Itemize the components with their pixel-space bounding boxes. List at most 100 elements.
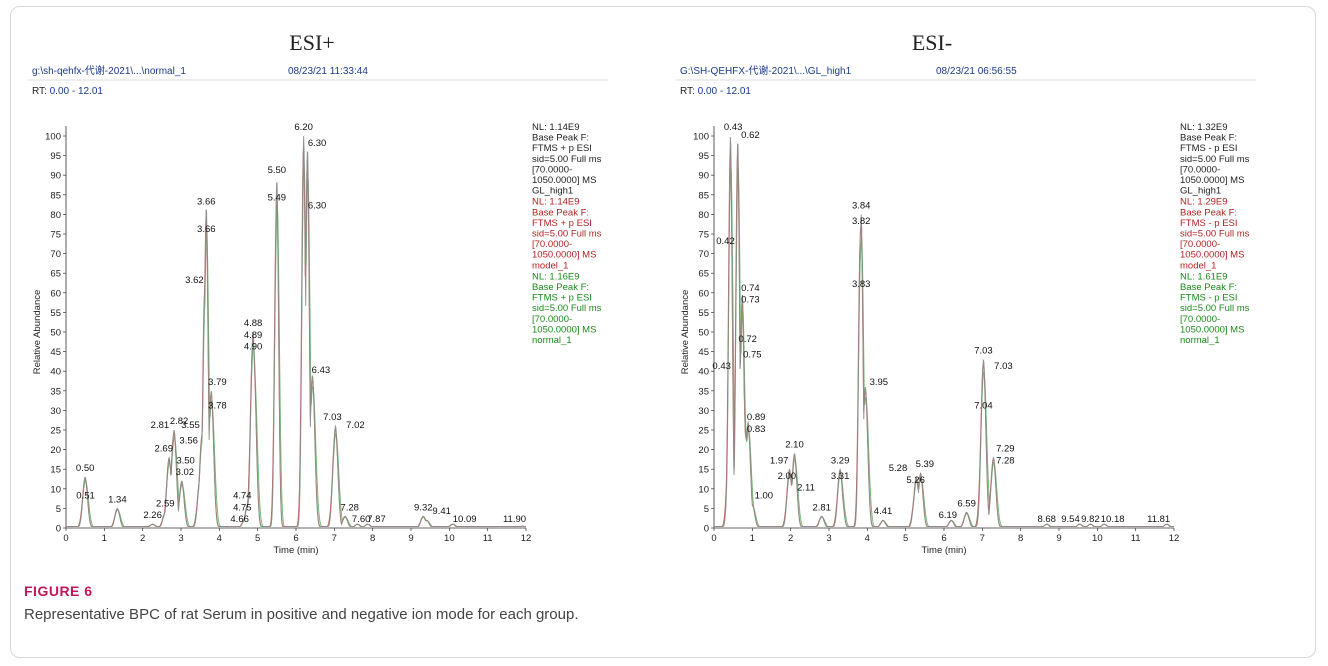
y-tick-label: 20 bbox=[698, 445, 709, 456]
peak-label: 5.26 bbox=[906, 475, 925, 486]
y-tick-label: 85 bbox=[50, 190, 61, 201]
panel-title-esi-pos: ESI+ bbox=[289, 30, 335, 55]
peak-label: 3.29 bbox=[831, 455, 850, 466]
peak-label: 0.73 bbox=[741, 295, 760, 306]
x-tick-label: 4 bbox=[217, 533, 222, 544]
y-tick-label: 75 bbox=[698, 230, 709, 241]
peak-label: 7.29 bbox=[996, 444, 1015, 455]
peak-label: 7.03 bbox=[323, 412, 342, 423]
peak-label: 7.87 bbox=[367, 514, 386, 525]
x-tick-label: 10 bbox=[444, 533, 455, 544]
legend-entry-line: 1050.0000] MS bbox=[1180, 175, 1244, 186]
peak-label: 8.68 bbox=[1037, 514, 1056, 525]
legend-entry-line: Base Peak F: bbox=[532, 282, 589, 293]
peak-label: 6.20 bbox=[294, 122, 313, 133]
peak-label: 0.62 bbox=[741, 130, 760, 141]
legend-entry-line: NL: 1.29E9 bbox=[1180, 197, 1228, 208]
y-tick-label: 55 bbox=[50, 308, 61, 319]
y-tick-label: 20 bbox=[50, 445, 61, 456]
peak-label: 1.00 bbox=[755, 491, 774, 502]
chromatogram-esi-neg: G:\SH-QEHFX-代谢-2021\...\GL_high1 08/23/21… bbox=[676, 64, 1256, 556]
legend-entry-line: normal_1 bbox=[532, 335, 572, 346]
peak-label: 2.00 bbox=[778, 471, 797, 482]
legend-entry-line: FTMS - p ESI bbox=[1180, 293, 1238, 304]
peak-label: 2.26 bbox=[143, 510, 162, 521]
peak-label: 1.97 bbox=[770, 455, 789, 466]
figure-label: FIGURE 6 bbox=[24, 583, 93, 599]
figure-frame bbox=[10, 6, 1316, 658]
legend-entry-line: [70.0000- bbox=[532, 314, 572, 325]
y-tick-label: 60 bbox=[698, 288, 709, 299]
peak-label: 6.59 bbox=[957, 498, 976, 509]
peak-label: 3.02 bbox=[176, 467, 195, 478]
legend-entry-line: [70.0000- bbox=[1180, 314, 1220, 325]
peak-label: 3.84 bbox=[852, 200, 871, 211]
peak-label: 5.49 bbox=[268, 193, 287, 204]
x-tick-label: 1 bbox=[102, 533, 107, 544]
x-tick-label: 7 bbox=[332, 533, 337, 544]
peak-label: 2.11 bbox=[797, 483, 815, 494]
peak-label: 0.51 bbox=[76, 491, 95, 502]
peak-label: 9.32 bbox=[414, 502, 433, 513]
peak-label: 3.95 bbox=[870, 377, 889, 388]
peak-label: 7.28 bbox=[340, 502, 359, 513]
legend-entry-line: model_1 bbox=[1180, 260, 1216, 271]
peak-label: 10.18 bbox=[1101, 514, 1125, 525]
peak-label: 2.10 bbox=[785, 440, 804, 451]
y-tick-label: 40 bbox=[50, 367, 61, 378]
peak-label: 7.60 bbox=[352, 514, 371, 525]
x-tick-label: 11 bbox=[1131, 533, 1141, 544]
y-tick-label: 55 bbox=[698, 308, 709, 319]
panel-title-esi-neg: ESI- bbox=[911, 30, 953, 55]
legend-entry-line: Base Peak F: bbox=[532, 207, 589, 218]
x-tick-label: 7 bbox=[980, 533, 985, 544]
x-tick-label: 5 bbox=[903, 533, 908, 544]
chromatogram-esi-pos: g:\sh-qehfx-代谢-2021\...\normal_1 08/23/21… bbox=[28, 64, 608, 556]
y-tick-label: 70 bbox=[50, 249, 61, 260]
legend-entry-line: Base Peak F: bbox=[532, 133, 589, 144]
peak-label: 3.31 bbox=[831, 471, 850, 482]
x-tick-label: 2 bbox=[140, 533, 145, 544]
peak-label: 5.28 bbox=[889, 463, 908, 474]
y-axis-label: Relative Abundance bbox=[32, 290, 43, 375]
legend-entry-line: NL: 1.61E9 bbox=[1180, 271, 1228, 282]
y-tick-label: 80 bbox=[698, 210, 709, 221]
y-tick-label: 25 bbox=[50, 426, 61, 437]
legend-entry-line: [70.0000- bbox=[1180, 239, 1220, 250]
legend-entry-line: sid=5.00 Full ms bbox=[1180, 229, 1250, 240]
y-tick-label: 50 bbox=[698, 328, 709, 339]
legend-entry-line: sid=5.00 Full ms bbox=[532, 303, 602, 314]
peak-label: 3.66 bbox=[197, 224, 216, 235]
y-tick-label: 45 bbox=[698, 347, 709, 358]
legend-entry-line: FTMS + p ESI bbox=[532, 143, 592, 154]
peak-label: 2.81 bbox=[151, 420, 170, 431]
x-tick-label: 3 bbox=[826, 533, 831, 544]
peak-label: 6.43 bbox=[312, 365, 331, 376]
legend-entry-line: NL: 1.16E9 bbox=[532, 271, 580, 282]
x-axis-label: Time (min) bbox=[273, 545, 318, 556]
trace-line-2 bbox=[714, 137, 1174, 527]
legend-entry-line: sid=5.00 Full ms bbox=[532, 229, 602, 240]
x-tick-label: 12 bbox=[521, 533, 532, 544]
peak-label: 1.34 bbox=[108, 494, 127, 505]
peak-label: 6.30 bbox=[308, 138, 327, 149]
legend-entry-line: NL: 1.32E9 bbox=[1180, 122, 1228, 133]
y-tick-label: 90 bbox=[698, 171, 709, 182]
peak-label: 4.41 bbox=[874, 506, 893, 517]
y-tick-label: 35 bbox=[50, 386, 61, 397]
peak-label: 10.09 bbox=[453, 514, 477, 525]
rt-range: RT: 0.00 - 12.01 bbox=[32, 86, 103, 97]
rt-range: RT: 0.00 - 12.01 bbox=[680, 86, 751, 97]
y-tick-label: 95 bbox=[50, 151, 61, 162]
peak-label: 3.62 bbox=[185, 275, 204, 286]
y-tick-label: 90 bbox=[50, 171, 61, 182]
y-tick-label: 0 bbox=[704, 524, 709, 535]
peak-label: 2.81 bbox=[812, 502, 831, 513]
legend-entry-line: 1050.0000] MS bbox=[1180, 324, 1244, 335]
peak-label: 9.82 bbox=[1081, 514, 1100, 525]
y-tick-label: 70 bbox=[698, 249, 709, 260]
peak-label: 3.83 bbox=[852, 279, 871, 290]
file-path: G:\SH-QEHFX-代谢-2021\...\GL_high1 bbox=[680, 64, 852, 77]
peak-label: 7.03 bbox=[974, 346, 993, 357]
legend-entry-line: 1050.0000] MS bbox=[1180, 250, 1244, 261]
